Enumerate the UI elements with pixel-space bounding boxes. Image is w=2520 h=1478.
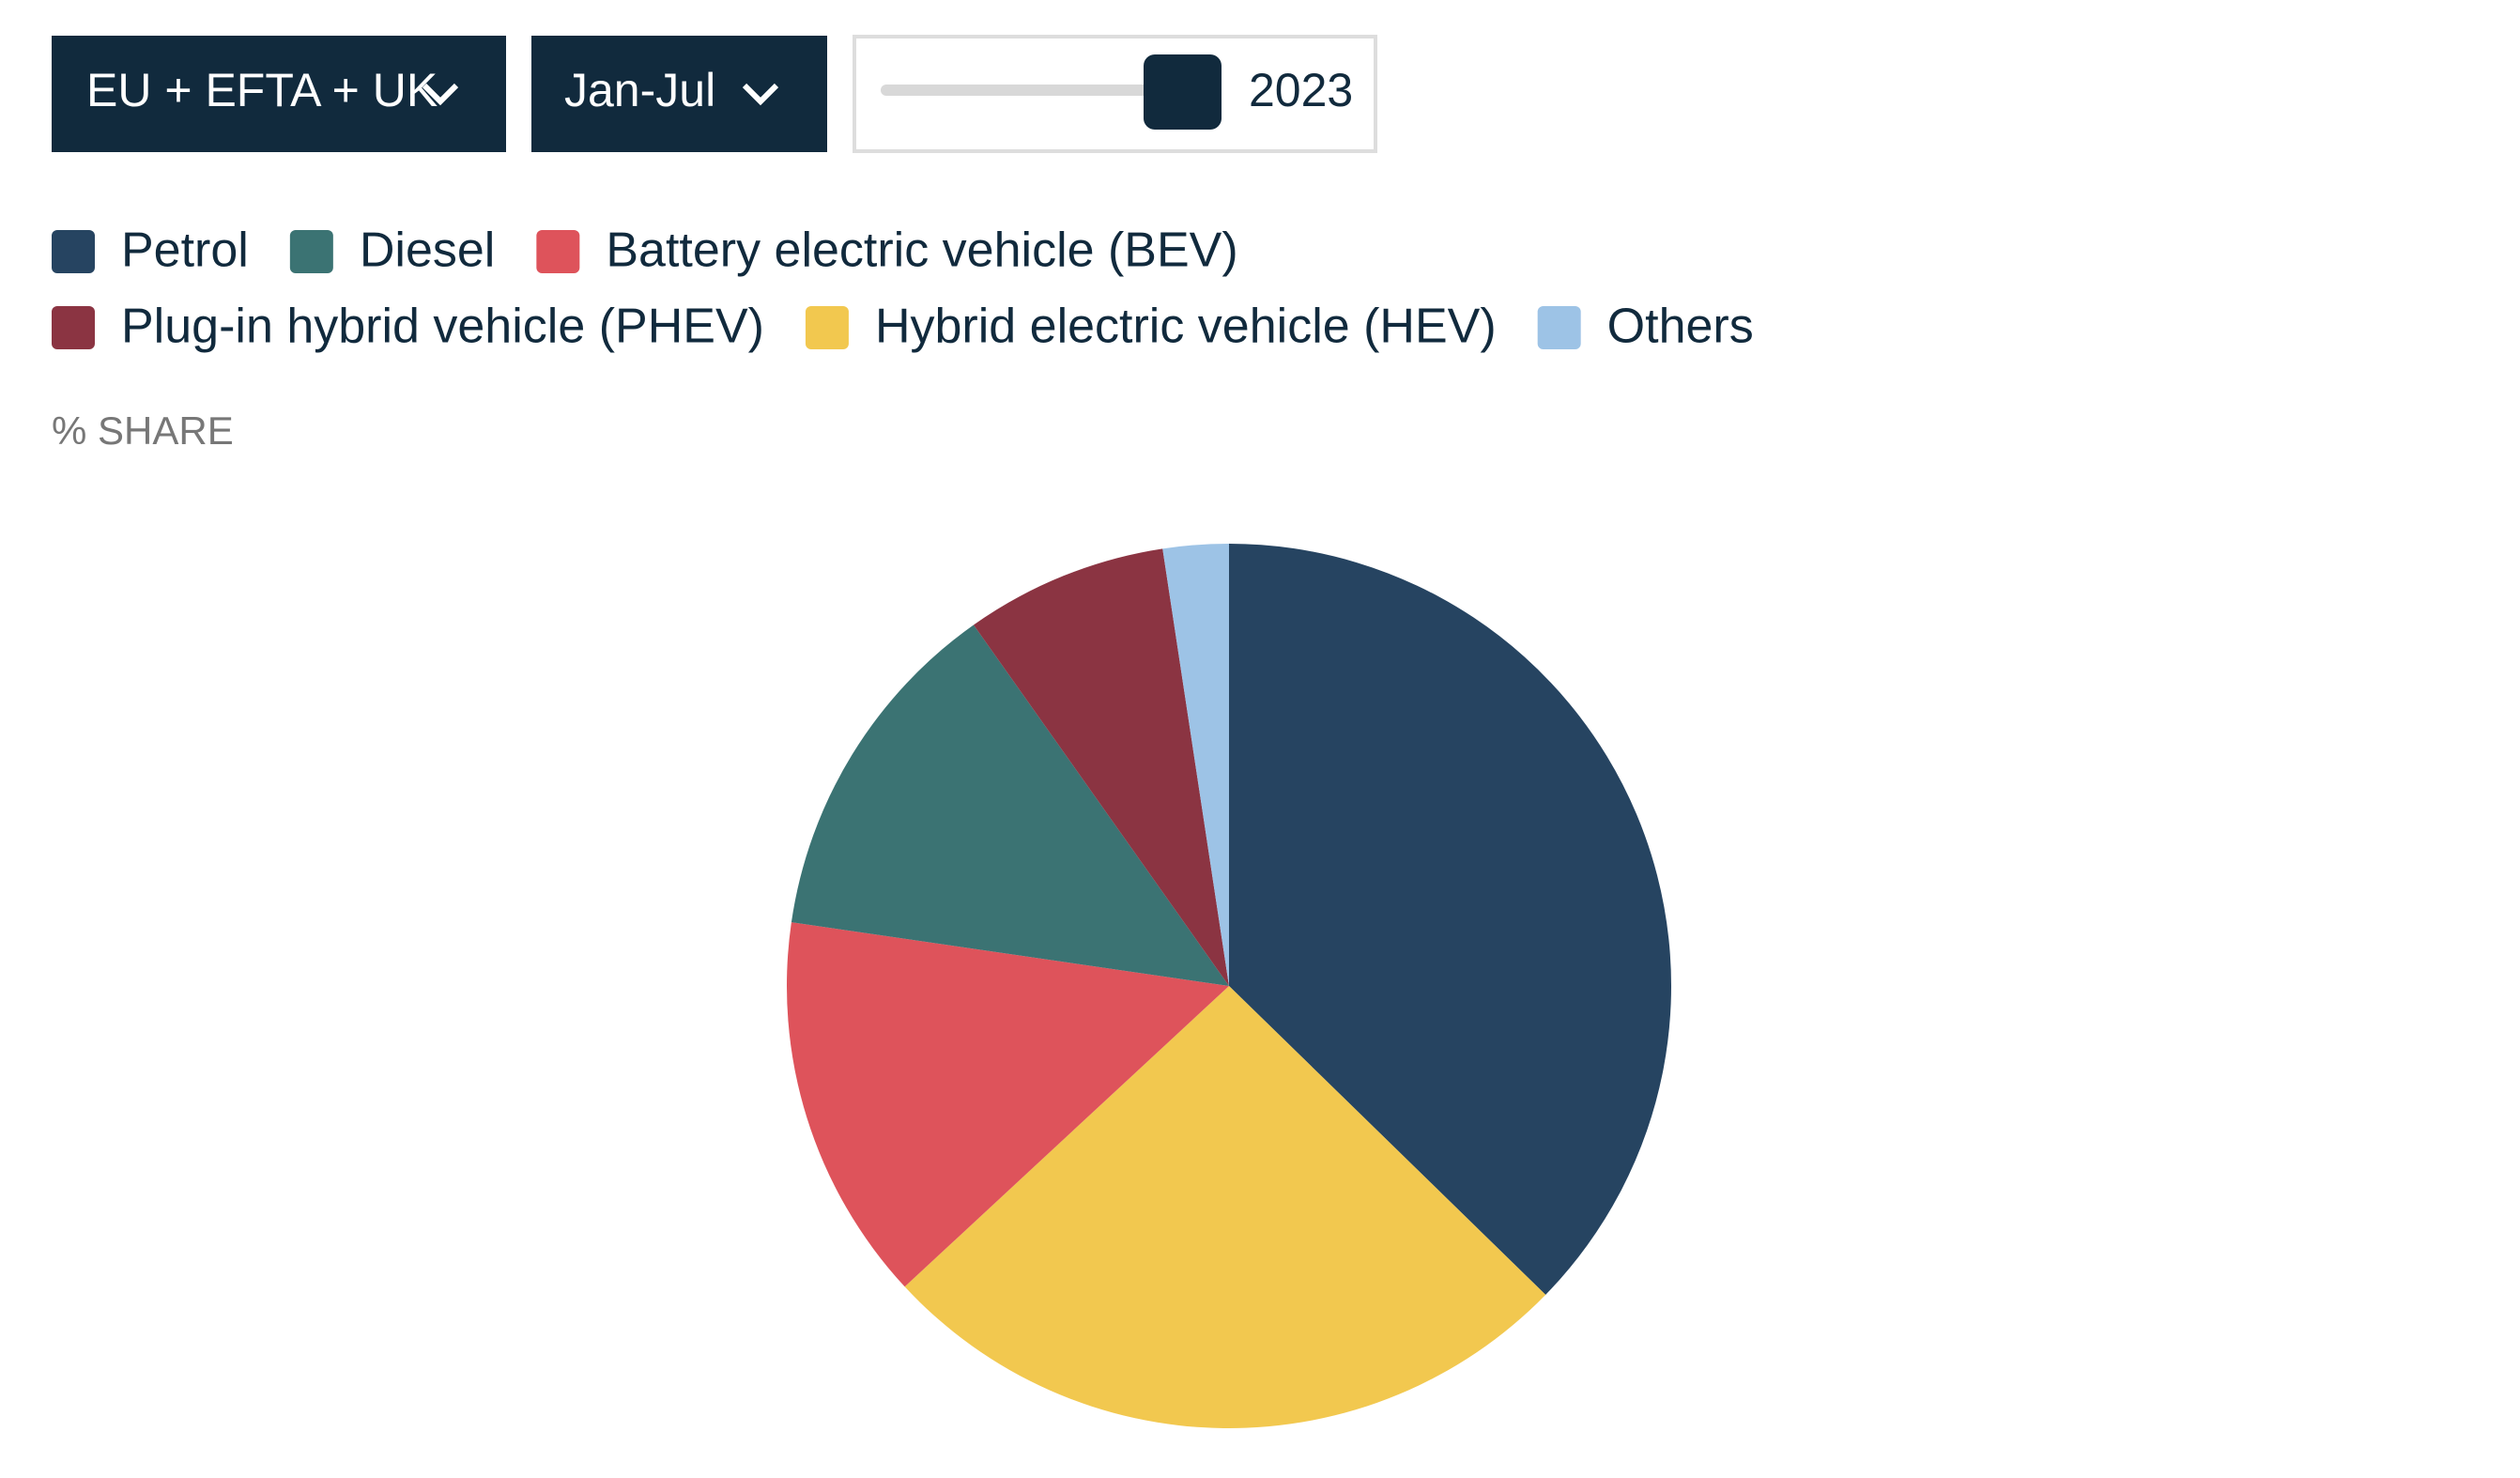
pie-slice bbox=[973, 548, 1229, 986]
legend-label: Battery electric vehicle (BEV) bbox=[606, 223, 1237, 278]
axis-label: % SHARE bbox=[52, 408, 234, 453]
region-dropdown[interactable]: EU + EFTA + UK bbox=[52, 36, 506, 152]
legend-swatch bbox=[536, 230, 580, 273]
year-slider[interactable]: 2023 bbox=[853, 35, 1377, 153]
legend-swatch bbox=[52, 230, 95, 273]
pie-slice bbox=[1162, 544, 1229, 986]
legend-label: Diesel bbox=[360, 223, 496, 278]
dropdown-label[interactable]: Jan-Jul bbox=[564, 64, 715, 116]
legend-swatch bbox=[52, 306, 95, 349]
pie-slice bbox=[1229, 544, 1671, 1295]
chevron bbox=[422, 83, 459, 106]
chevron bbox=[742, 83, 779, 106]
pie-slice bbox=[904, 986, 1546, 1428]
dropdown-box[interactable] bbox=[531, 36, 827, 152]
legend-swatch bbox=[1537, 306, 1581, 349]
legend: Petrol Diesel Battery electric vehicle (BE… bbox=[52, 223, 1754, 354]
legend-item: Others bbox=[1537, 300, 1754, 354]
legend-swatch bbox=[289, 230, 333, 273]
year-label: 2023 bbox=[1249, 64, 1353, 116]
slider-handle[interactable] bbox=[1144, 54, 1222, 130]
legend-item: Diesel bbox=[289, 223, 496, 278]
pie bbox=[787, 544, 1671, 1428]
legend-item: Petrol bbox=[52, 223, 249, 278]
legend-label: Hybrid electric vehicle (HEV) bbox=[875, 300, 1497, 354]
legend-item: Battery electric vehicle (BEV) bbox=[536, 223, 1238, 278]
period-dropdown[interactable]: Jan-Jul bbox=[531, 36, 827, 152]
pie-slice bbox=[791, 624, 1229, 986]
legend-item: Hybrid electric vehicle (HEV) bbox=[805, 300, 1497, 354]
legend-label: Others bbox=[1607, 300, 1754, 354]
legend-item: Plug-in hybrid vehicle (PHEV) bbox=[52, 300, 764, 354]
pie-slice bbox=[787, 922, 1229, 1287]
legend-label: Plug-in hybrid vehicle (PHEV) bbox=[121, 300, 764, 354]
legend-swatch bbox=[805, 306, 849, 349]
dropdown-label[interactable]: EU + EFTA + UK bbox=[86, 64, 438, 116]
legend-label: Petrol bbox=[121, 223, 249, 278]
